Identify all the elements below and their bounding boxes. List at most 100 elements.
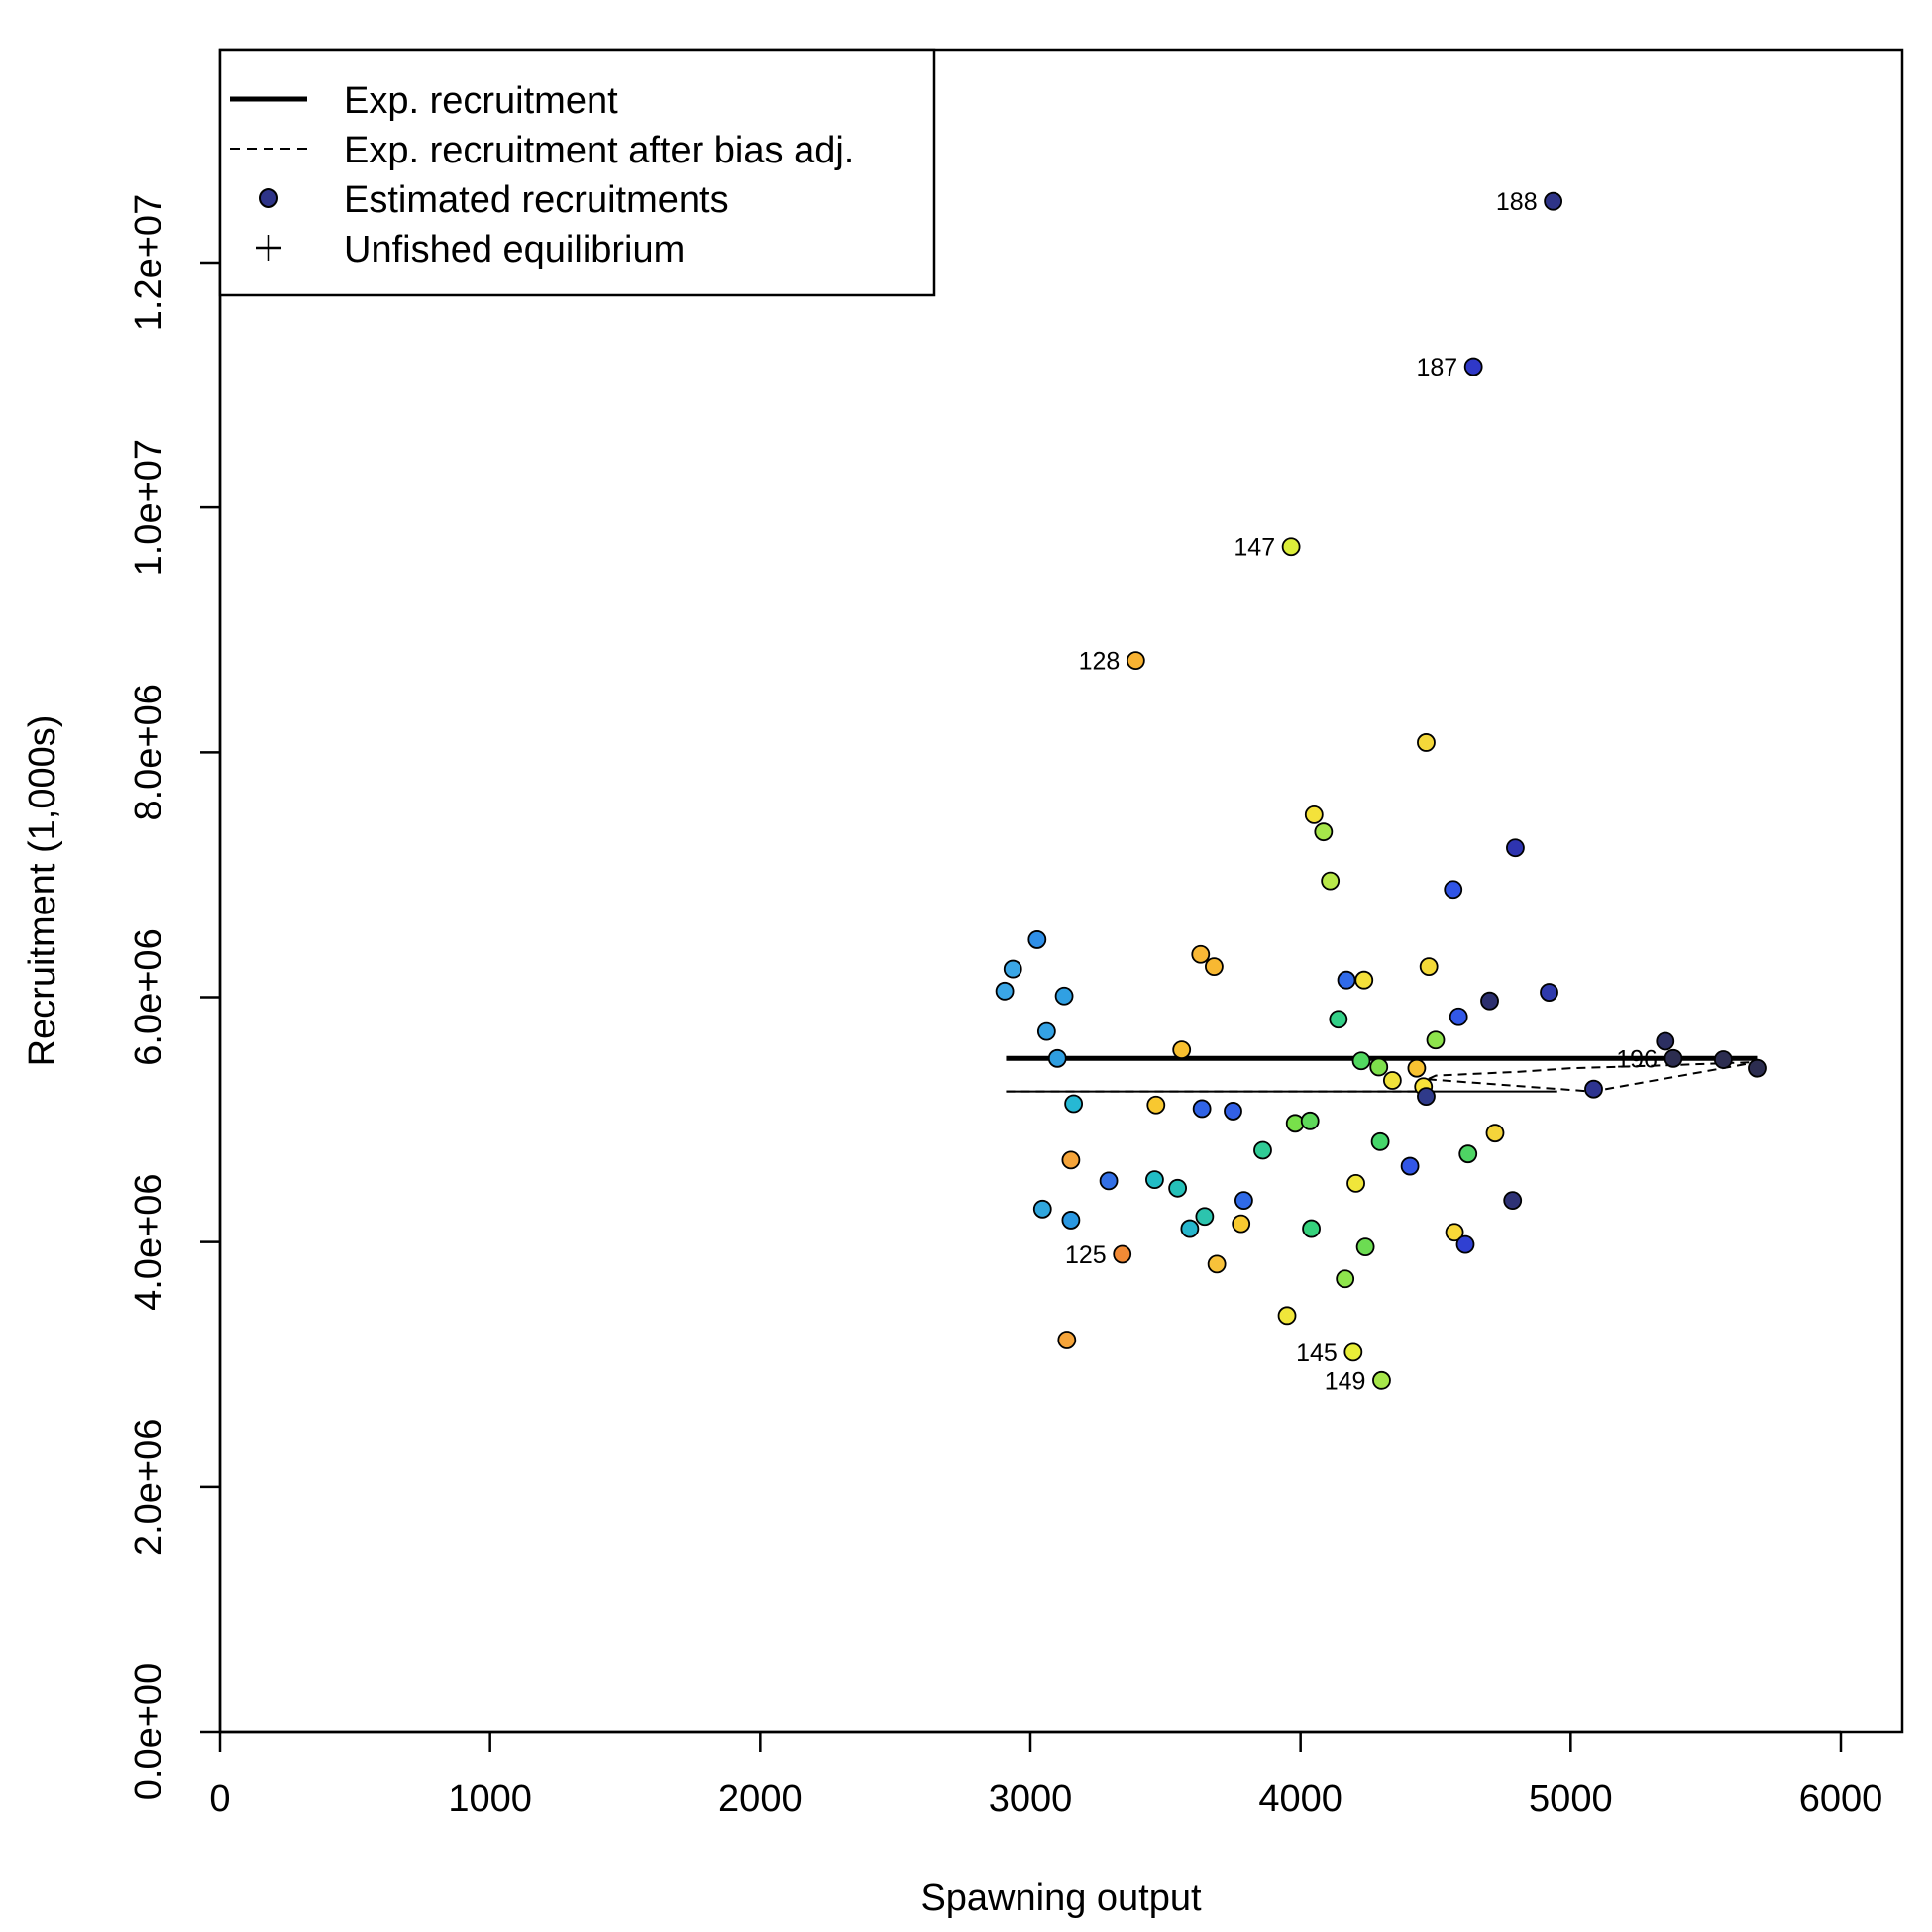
x-tick-label: 4000 (1258, 1778, 1342, 1820)
y-axis-title: Recruitment (1,000s) (22, 715, 63, 1067)
data-point (1480, 991, 1499, 1011)
y-axis: 0.0e+00 2.0e+06 4.0e+06 6.0e+06 8.0e+06 1.0e+… (128, 194, 222, 1800)
y-tick-label: 6.0e+06 (128, 928, 169, 1065)
data-point (1304, 805, 1324, 824)
data-point (1713, 1050, 1733, 1069)
data-point (1057, 1331, 1077, 1349)
data-point (1584, 1079, 1603, 1099)
legend-label-exp-recruitment: Exp. recruitment (344, 80, 618, 122)
data-point (1192, 1099, 1212, 1119)
data-point (1664, 1048, 1683, 1068)
data-point (1302, 1219, 1321, 1238)
estimated-recruitment-points (995, 191, 1767, 1390)
data-point (1277, 1306, 1297, 1326)
data-point (1748, 1058, 1767, 1078)
x-axis: 0 1000 2000 3000 4000 5000 6000 (209, 1730, 1883, 1820)
data-point (1180, 1219, 1200, 1238)
data-point (1400, 1156, 1420, 1176)
data-point (1544, 191, 1563, 211)
data-point (1417, 733, 1436, 752)
data-point (1329, 1010, 1348, 1029)
data-point (1027, 930, 1047, 949)
legend-plus-icon (256, 235, 281, 261)
point-label: 187 (1416, 354, 1457, 381)
data-point (1417, 1087, 1436, 1107)
data-point (1300, 1111, 1320, 1130)
data-point (1191, 944, 1211, 964)
data-point (1382, 1071, 1402, 1090)
legend-circle-icon (259, 188, 278, 208)
data-point (1281, 537, 1301, 557)
data-point (1234, 1191, 1253, 1211)
data-point (1253, 1140, 1272, 1160)
data-point (1346, 1173, 1365, 1193)
x-tick-label: 0 (209, 1778, 230, 1820)
data-point (1458, 1144, 1478, 1164)
data-point (1205, 957, 1224, 977)
data-point (1351, 1051, 1371, 1071)
legend-label-unfished: Unfished equilibrium (344, 229, 685, 270)
data-point (1321, 871, 1341, 891)
point-label: 149 (1325, 1367, 1366, 1395)
data-point (1503, 1191, 1523, 1211)
data-point (1126, 651, 1145, 671)
point-label: 128 (1079, 648, 1121, 676)
data-point (1032, 1199, 1052, 1219)
legend-label-estimated: Estimated recruitments (344, 179, 729, 221)
y-tick-label: 1.2e+07 (128, 194, 169, 331)
data-point (1354, 970, 1374, 990)
point-label: 147 (1234, 534, 1275, 562)
data-point (1336, 1269, 1355, 1289)
data-point (1540, 983, 1558, 1002)
data-point (1003, 959, 1022, 979)
point-label: 125 (1065, 1241, 1107, 1269)
data-point (1463, 357, 1483, 376)
legend-label-bias-adjusted: Exp. recruitment after bias adj. (344, 130, 854, 171)
data-point (1372, 1370, 1391, 1390)
data-point (995, 981, 1015, 1001)
data-point (1036, 1021, 1056, 1041)
y-tick-label: 8.0e+06 (128, 684, 169, 820)
x-tick-label: 1000 (448, 1778, 532, 1820)
data-point (1113, 1244, 1132, 1264)
data-point (1314, 822, 1334, 842)
data-point (1061, 1150, 1081, 1170)
data-point (1369, 1057, 1389, 1077)
data-point (1343, 1342, 1363, 1362)
legend: Exp. recruitment Exp. recruitment after … (218, 48, 936, 297)
y-tick-label: 4.0e+06 (128, 1173, 169, 1310)
data-point (1047, 1048, 1067, 1068)
data-point (1054, 986, 1074, 1006)
x-tick-label: 5000 (1529, 1778, 1613, 1820)
data-point (1145, 1170, 1164, 1190)
x-tick-label: 2000 (718, 1778, 803, 1820)
x-axis-title: Spawning output (920, 1878, 1202, 1919)
legend-box (218, 48, 936, 297)
data-point (1172, 1040, 1192, 1060)
data-point (1224, 1102, 1242, 1121)
point-label: 196 (1616, 1045, 1658, 1073)
data-point (1506, 838, 1525, 858)
data-point (1455, 1234, 1475, 1254)
x-tick-label: 3000 (989, 1778, 1073, 1820)
data-point (1232, 1214, 1251, 1234)
data-point (1195, 1207, 1215, 1227)
data-point (1370, 1131, 1390, 1151)
plot-frame (218, 48, 1904, 1734)
point-label: 188 (1496, 188, 1538, 216)
point-label: 145 (1296, 1340, 1338, 1367)
data-point (1445, 1223, 1464, 1242)
x-tick-label: 6000 (1799, 1778, 1883, 1820)
data-point (1099, 1171, 1119, 1191)
data-point (1168, 1178, 1188, 1198)
data-point (1061, 1211, 1081, 1230)
y-tick-label: 0.0e+00 (128, 1664, 169, 1800)
data-point (1207, 1254, 1227, 1274)
data-point (1419, 957, 1439, 977)
data-point (1426, 1030, 1446, 1050)
data-point (1485, 1124, 1505, 1143)
data-point (1337, 970, 1356, 990)
data-point (1146, 1095, 1166, 1115)
